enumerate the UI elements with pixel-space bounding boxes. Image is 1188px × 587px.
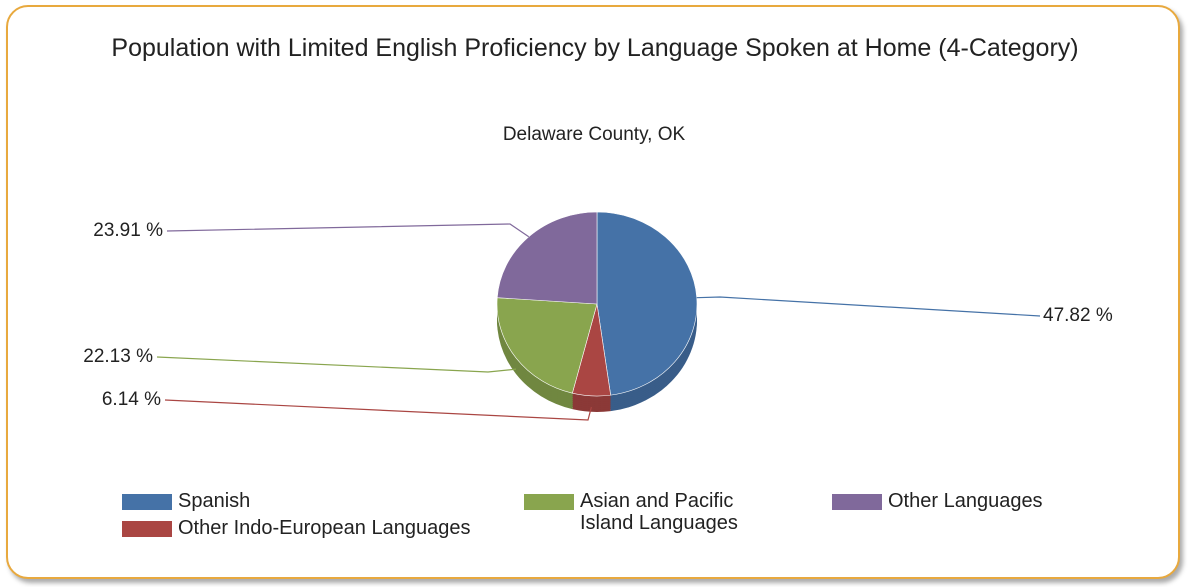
legend-swatch — [122, 494, 172, 510]
leader-line — [156, 356, 517, 373]
data-label: 22.13 % — [83, 346, 153, 367]
legend-label: Other Indo-European Languages — [178, 517, 471, 539]
legend-label: Asian and Pacific Island Languages — [580, 490, 738, 534]
legend-item: Asian and Pacific Island Languages — [524, 490, 774, 534]
legend-swatch — [832, 494, 882, 510]
data-label: 47.82 % — [1043, 305, 1113, 326]
slice — [496, 211, 598, 305]
slice — [596, 211, 698, 396]
chart-subtitle: Delaware County, OK — [502, 124, 686, 145]
data-label: 6.14 % — [102, 389, 161, 410]
legend-item: Other Indo-European Languages — [122, 517, 470, 539]
legend-label: Other Languages — [888, 490, 1043, 512]
legend-item: Other Languages — [832, 490, 1043, 512]
legend-swatch — [122, 521, 172, 537]
chart-title: Population with Limited English Proficie… — [111, 34, 1079, 62]
leader-line — [696, 296, 1041, 317]
legend-item: Spanish — [122, 490, 250, 512]
legend-swatch — [524, 494, 574, 510]
leader-line — [166, 223, 530, 238]
slice — [496, 297, 598, 394]
legend-label: Spanish — [178, 490, 251, 512]
leader-line — [164, 399, 592, 421]
data-label: 23.91 % — [93, 220, 163, 241]
